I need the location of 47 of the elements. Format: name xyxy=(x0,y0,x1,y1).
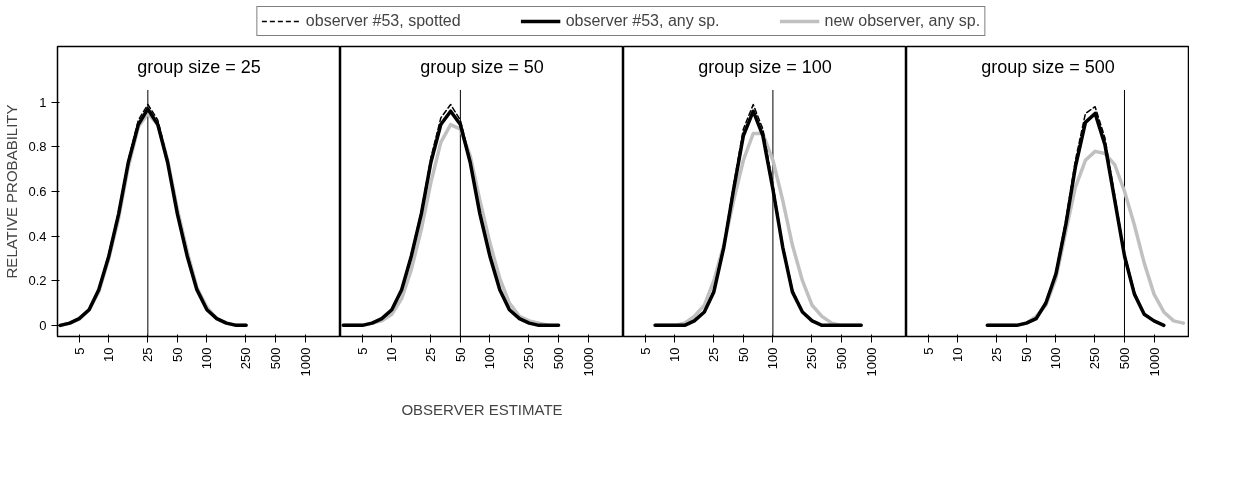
x-tick-label: 10 xyxy=(667,347,683,362)
x-tick-label: 25 xyxy=(989,347,1005,362)
x-tick-label: 25 xyxy=(423,347,439,362)
legend-label: observer #53, any sp. xyxy=(565,12,720,30)
legend-label: observer #53, spotted xyxy=(305,12,461,30)
x-tick-label: 1000 xyxy=(580,347,596,377)
x-tick-label: 500 xyxy=(1116,347,1132,370)
x-tick-label: 25 xyxy=(140,347,156,362)
x-tick-label: 250 xyxy=(804,347,820,370)
y-tick-label: 0 xyxy=(39,317,47,333)
x-tick-label: 250 xyxy=(521,347,537,370)
x-tick-label: 5 xyxy=(354,347,370,355)
x-tick-label: 250 xyxy=(238,347,254,370)
y-axis-title: RELATIVE PROBABILITY xyxy=(3,104,21,279)
legend-label: new observer, any sp. xyxy=(824,12,981,30)
text: group size = 100 xyxy=(698,56,832,77)
x-tick-label: 5 xyxy=(71,347,87,355)
y-tick-label: 0.8 xyxy=(28,139,47,155)
y-tick-label: 1 xyxy=(39,94,47,110)
x-tick-label: 1000 xyxy=(1146,347,1162,377)
x-tick-label: 50 xyxy=(169,347,185,362)
x-tick-label: 50 xyxy=(735,347,751,362)
text: group size = 500 xyxy=(981,56,1115,77)
x-tick-label: 500 xyxy=(833,347,849,370)
y-tick-label: 0.6 xyxy=(28,184,47,199)
x-tick-label: 10 xyxy=(101,347,117,362)
x-tick-label: 5 xyxy=(920,347,936,355)
x-tick-label: 100 xyxy=(199,347,215,370)
x-tick-label: 10 xyxy=(950,347,966,362)
x-axis-title: OBSERVER ESTIMATE xyxy=(401,401,563,419)
x-tick-label: 250 xyxy=(1087,347,1103,370)
x-tick-label: 5 xyxy=(637,347,653,355)
x-tick-label: 100 xyxy=(765,347,781,370)
x-tick-label: 10 xyxy=(384,347,400,362)
x-tick-label: 100 xyxy=(1048,347,1064,370)
x-tick-label: 500 xyxy=(550,347,566,370)
x-tick-label: 50 xyxy=(452,347,468,362)
y-tick-label: 0.4 xyxy=(28,228,47,244)
y-tick-label: 0.2 xyxy=(28,273,47,289)
x-tick-label: 25 xyxy=(706,347,722,362)
x-tick-label: 50 xyxy=(1018,347,1034,362)
x-tick-label: 100 xyxy=(482,347,498,370)
text: group size = 50 xyxy=(420,56,544,77)
x-tick-label: 1000 xyxy=(863,347,879,377)
text: group size = 25 xyxy=(137,56,261,77)
x-tick-label: 500 xyxy=(267,347,283,370)
x-tick-label: 1000 xyxy=(297,347,313,377)
